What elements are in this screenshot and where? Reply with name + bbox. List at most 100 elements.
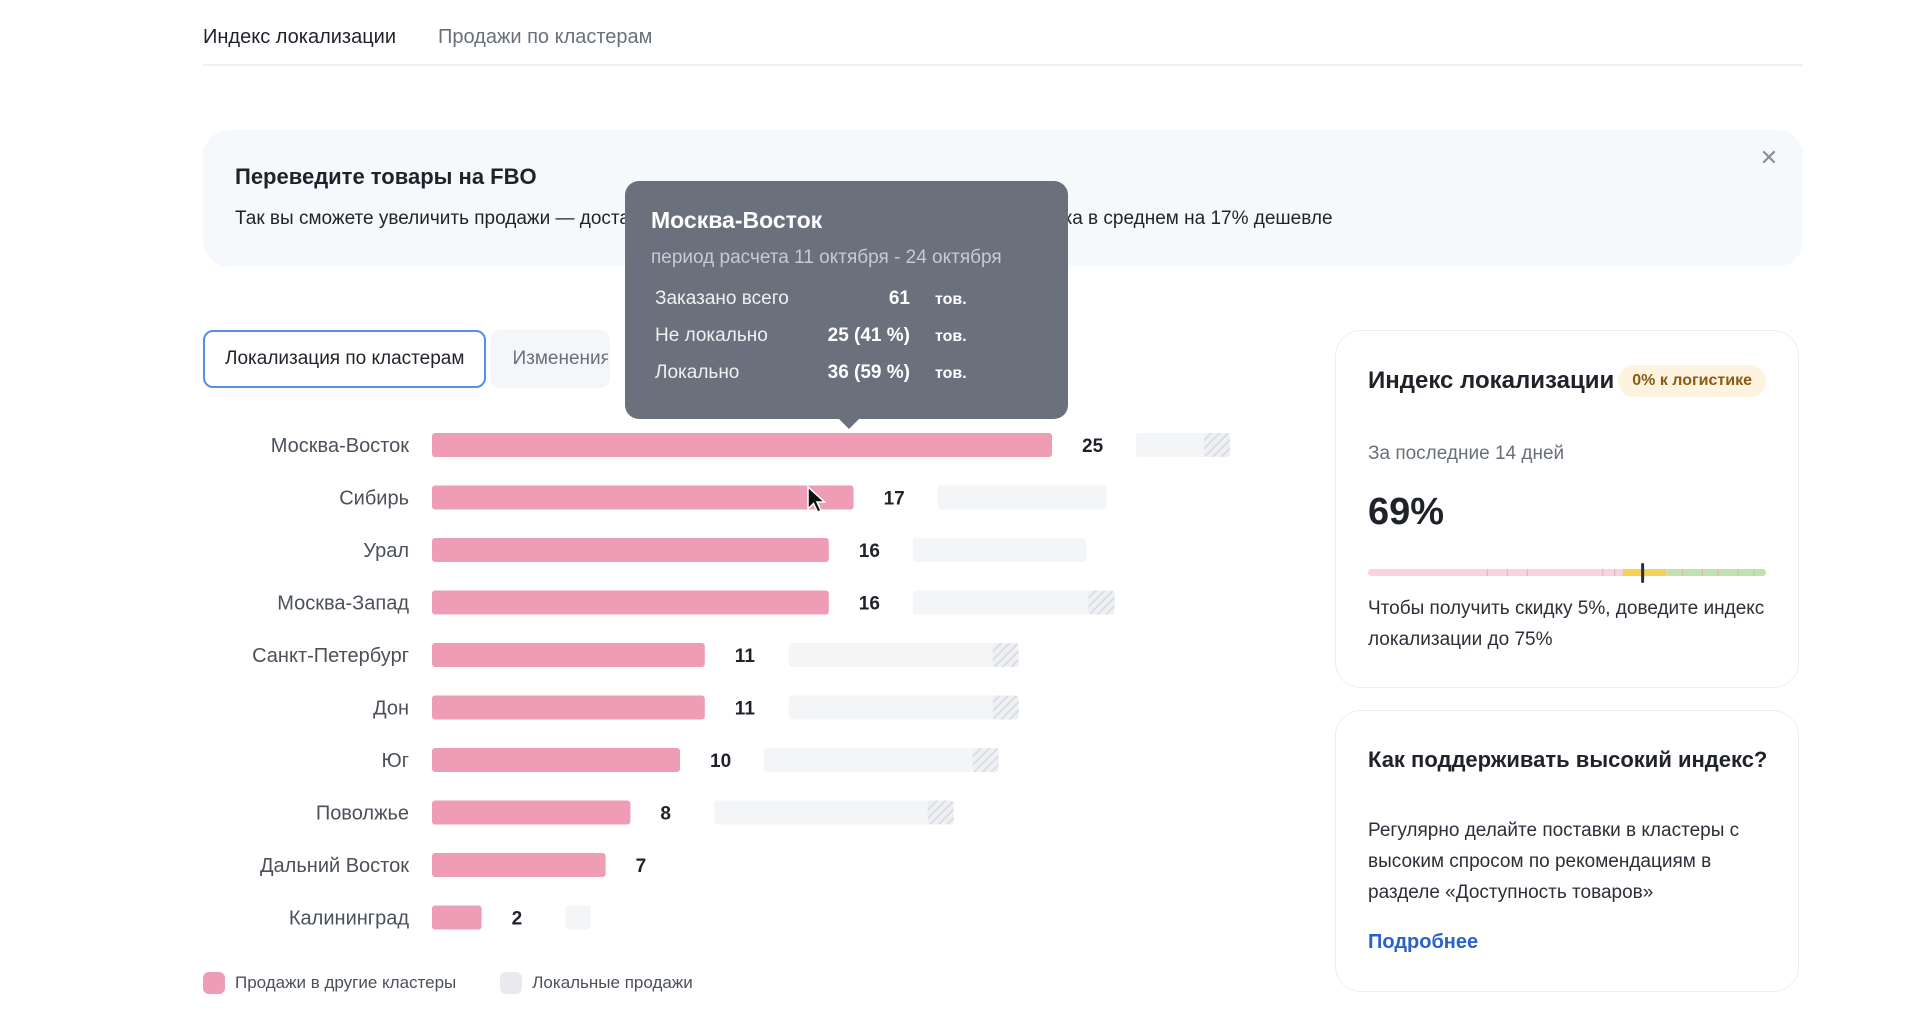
bar-hatched-remainder (972, 748, 999, 772)
index-hint: Чтобы получить скидку 5%, доведите индек… (1368, 598, 1765, 650)
scale-high-segment (1666, 569, 1766, 576)
tips-card-title: Как поддерживать высокий индекс? (1368, 747, 1768, 772)
bar-value-label: 2 (512, 909, 523, 930)
close-icon[interactable]: ✕ (1759, 145, 1779, 170)
bar-local[interactable] (937, 485, 1107, 510)
bar-nonlocal[interactable] (432, 905, 482, 930)
bar-nonlocal[interactable] (432, 748, 680, 772)
bar-nonlocal[interactable] (432, 433, 1052, 457)
tooltip-row-label: Локально (655, 362, 740, 383)
tips-card-text: Регулярно делайте поставки в кластеры с … (1368, 820, 1740, 903)
index-card-period: За последние 14 дней (1368, 443, 1565, 464)
bar-local[interactable] (764, 748, 999, 772)
bar-local[interactable] (565, 905, 591, 930)
tooltip-row-value: 25 (41 %) (827, 325, 910, 346)
tab-localization-index[interactable]: Индекс локализации (203, 26, 397, 48)
bar-value-label: 7 (636, 856, 647, 877)
logistics-badge: 0% к логистике (1618, 365, 1766, 397)
category-label: Поволжье (316, 803, 409, 825)
bar-value-label: 8 (660, 804, 671, 825)
chart-row[interactable]: Урал 16 (363, 538, 1087, 562)
segment-changes[interactable]: Изменения (490, 330, 611, 388)
legend-swatch-local (500, 972, 523, 994)
legend-item-other-clusters: Продажи в другие кластеры (203, 972, 456, 994)
chart-row[interactable]: Дальний Восток 7 (260, 853, 646, 877)
banner-title: Переведите товары на FBO (235, 164, 537, 189)
bar-local[interactable] (788, 643, 1019, 667)
chart-row[interactable]: Москва-Восток 25 (271, 433, 1230, 457)
more-link[interactable]: Подробнее (1368, 931, 1479, 953)
chart-row[interactable]: Санкт-Петербург 11 (252, 643, 1019, 667)
bar-hatched-remainder (1204, 433, 1230, 457)
bar-value-label: 16 (859, 594, 880, 615)
bar-value-label: 10 (710, 751, 731, 772)
tips-card: Как поддерживать высокий индекс? Регуляр… (1335, 710, 1799, 992)
legend-label-other: Продажи в другие кластеры (235, 973, 457, 992)
category-label: Калининград (289, 908, 409, 930)
tooltip-row-local: Локально 36 (59 %) тов. (655, 362, 1055, 388)
tooltip-period: период расчета 11 октября - 24 октября (651, 247, 1002, 268)
tooltip-row-unit: тов. (935, 291, 967, 308)
bar-nonlocal[interactable] (432, 643, 705, 667)
chart-row[interactable]: Поволжье 8 (316, 800, 954, 825)
tooltip-row-label: Не локально (655, 325, 768, 346)
chart-row[interactable]: Юг 10 (382, 748, 999, 772)
category-label: Дон (373, 698, 409, 720)
tooltip-row-total: Заказано всего 61 тов. (655, 288, 1055, 314)
category-label: Москва-Восток (271, 435, 409, 457)
tooltip-row-label: Заказано всего (655, 288, 789, 309)
bar-nonlocal[interactable] (432, 590, 829, 615)
bar-local[interactable] (788, 695, 1019, 720)
scale-indicator (1641, 563, 1645, 583)
bar-nonlocal[interactable] (432, 538, 829, 562)
mouse-cursor-icon (807, 485, 827, 513)
legend-swatch-other (203, 972, 225, 994)
index-value: 69% (1368, 491, 1445, 533)
category-label: Дальний Восток (260, 855, 409, 877)
index-card-title: Индекс локализации (1368, 367, 1615, 394)
bar-hatched-remainder (1088, 590, 1115, 615)
bar-hatched-remainder (927, 800, 954, 825)
bar-local[interactable] (912, 538, 1087, 562)
chart-row[interactable]: Москва-Запад 16 (277, 590, 1115, 615)
bar-local[interactable] (714, 800, 954, 825)
scale-mid-segment (1622, 569, 1667, 576)
chart-tooltip: Москва-Восток период расчета 11 октября … (625, 181, 1068, 429)
bar-nonlocal[interactable] (432, 853, 606, 877)
bar-hatched-remainder (992, 643, 1019, 667)
tooltip-title: Москва-Восток (651, 207, 823, 233)
tooltip-row-unit: тов. (935, 365, 967, 382)
tooltip-row-value: 36 (59 %) (827, 362, 910, 383)
bar-nonlocal[interactable] (432, 485, 854, 510)
category-label: Юг (382, 750, 410, 772)
bar-value-label: 16 (859, 541, 880, 562)
chart-row[interactable]: Сибирь 17 (339, 485, 1107, 510)
legend-item-local: Локальные продажи (500, 972, 693, 994)
bar-nonlocal[interactable] (432, 800, 631, 825)
bar-value-label: 11 (735, 699, 756, 720)
chart-row[interactable]: Калининград 2 (289, 905, 591, 930)
chart-row[interactable]: Дон 11 (373, 695, 1019, 720)
bar-value-label: 25 (1082, 436, 1104, 457)
index-scale (1368, 563, 1766, 583)
segment-cluster-localization[interactable]: Локализация по кластерам (203, 330, 487, 388)
localization-index-card: Индекс локализации 0% к логистике За пос… (1335, 330, 1799, 688)
view-switcher: Локализация по кластерам Изменения (203, 330, 611, 388)
category-label: Москва-Запад (277, 593, 409, 615)
bar-nonlocal[interactable] (432, 695, 705, 720)
legend-label-local: Локальные продажи (532, 973, 693, 992)
bar-value-label: 11 (735, 646, 756, 667)
tooltip-row-unit: тов. (935, 328, 967, 345)
tab-cluster-sales[interactable]: Продажи по кластерам (438, 26, 653, 48)
category-label: Урал (363, 540, 409, 562)
bar-hatched-remainder (992, 695, 1019, 720)
tab-bar: Индекс локализации Продажи по кластерам (203, 0, 1803, 66)
category-label: Санкт-Петербург (252, 645, 409, 667)
bar-local[interactable] (912, 590, 1115, 615)
bar-value-label: 17 (884, 489, 905, 510)
tooltip-row-value: 61 (888, 288, 910, 309)
category-label: Сибирь (339, 488, 409, 510)
chart-legend: Продажи в другие кластеры Локальные прод… (203, 972, 737, 994)
tooltip-row-nonlocal: Не локально 25 (41 %) тов. (655, 325, 1055, 351)
